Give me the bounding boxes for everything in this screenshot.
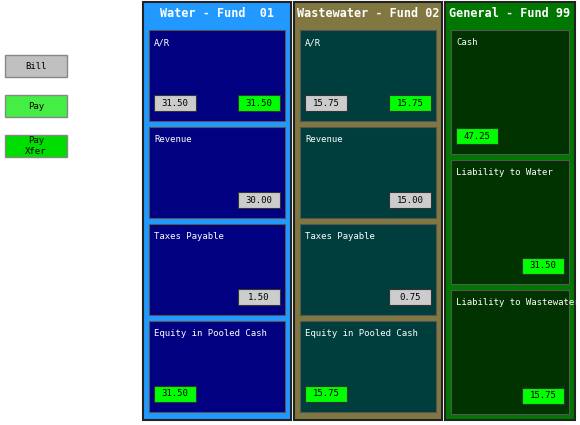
FancyBboxPatch shape bbox=[154, 95, 196, 111]
FancyBboxPatch shape bbox=[5, 95, 67, 117]
FancyBboxPatch shape bbox=[389, 95, 431, 111]
FancyBboxPatch shape bbox=[300, 321, 436, 412]
FancyBboxPatch shape bbox=[451, 30, 569, 154]
Text: 47.25: 47.25 bbox=[463, 131, 491, 141]
FancyBboxPatch shape bbox=[389, 192, 431, 208]
Text: Pay: Pay bbox=[28, 102, 44, 111]
Text: Taxes Payable: Taxes Payable bbox=[305, 232, 375, 241]
FancyBboxPatch shape bbox=[238, 289, 280, 305]
FancyBboxPatch shape bbox=[305, 95, 347, 111]
FancyBboxPatch shape bbox=[451, 290, 569, 414]
Text: Equity in Pooled Cash: Equity in Pooled Cash bbox=[305, 329, 418, 338]
Text: 31.50: 31.50 bbox=[530, 261, 556, 270]
FancyBboxPatch shape bbox=[300, 127, 436, 218]
Text: Bill: Bill bbox=[26, 62, 47, 71]
Text: Taxes Payable: Taxes Payable bbox=[154, 232, 224, 241]
Text: A/R: A/R bbox=[154, 38, 170, 47]
Text: Liability to Water: Liability to Water bbox=[456, 168, 553, 177]
Text: 15.75: 15.75 bbox=[397, 99, 423, 108]
FancyBboxPatch shape bbox=[305, 386, 347, 402]
Text: Equity in Pooled Cash: Equity in Pooled Cash bbox=[154, 329, 267, 338]
Text: 15.00: 15.00 bbox=[397, 196, 423, 204]
Text: 31.50: 31.50 bbox=[162, 99, 188, 108]
FancyBboxPatch shape bbox=[300, 224, 436, 315]
FancyBboxPatch shape bbox=[294, 2, 442, 420]
FancyBboxPatch shape bbox=[456, 128, 498, 144]
Text: A/R: A/R bbox=[305, 38, 321, 47]
FancyBboxPatch shape bbox=[149, 127, 285, 218]
Text: 15.75: 15.75 bbox=[313, 99, 339, 108]
FancyBboxPatch shape bbox=[5, 135, 67, 157]
FancyBboxPatch shape bbox=[445, 2, 575, 420]
FancyBboxPatch shape bbox=[149, 224, 285, 315]
Text: Liability to Wastewater: Liability to Wastewater bbox=[456, 298, 579, 307]
FancyBboxPatch shape bbox=[238, 95, 280, 111]
Text: 15.75: 15.75 bbox=[530, 391, 556, 400]
Text: Water - Fund  01: Water - Fund 01 bbox=[160, 6, 274, 20]
FancyBboxPatch shape bbox=[149, 321, 285, 412]
Text: 15.75: 15.75 bbox=[313, 389, 339, 399]
FancyBboxPatch shape bbox=[5, 55, 67, 77]
Text: 30.00: 30.00 bbox=[245, 196, 273, 204]
FancyBboxPatch shape bbox=[149, 30, 285, 121]
Text: 31.50: 31.50 bbox=[245, 99, 273, 108]
Text: 0.75: 0.75 bbox=[399, 292, 420, 301]
Text: Cash: Cash bbox=[456, 38, 477, 47]
Text: General - Fund 99: General - Fund 99 bbox=[450, 6, 571, 20]
Text: Revenue: Revenue bbox=[305, 135, 343, 144]
Text: Wastewater - Fund 02: Wastewater - Fund 02 bbox=[297, 6, 439, 20]
FancyBboxPatch shape bbox=[154, 386, 196, 402]
FancyBboxPatch shape bbox=[389, 289, 431, 305]
Text: 31.50: 31.50 bbox=[162, 389, 188, 399]
FancyBboxPatch shape bbox=[522, 388, 564, 404]
FancyBboxPatch shape bbox=[522, 258, 564, 274]
FancyBboxPatch shape bbox=[300, 30, 436, 121]
Text: 1.50: 1.50 bbox=[248, 292, 270, 301]
FancyBboxPatch shape bbox=[143, 2, 291, 420]
FancyBboxPatch shape bbox=[451, 160, 569, 284]
FancyBboxPatch shape bbox=[238, 192, 280, 208]
Text: Revenue: Revenue bbox=[154, 135, 191, 144]
Text: Pay
Xfer: Pay Xfer bbox=[26, 136, 47, 156]
